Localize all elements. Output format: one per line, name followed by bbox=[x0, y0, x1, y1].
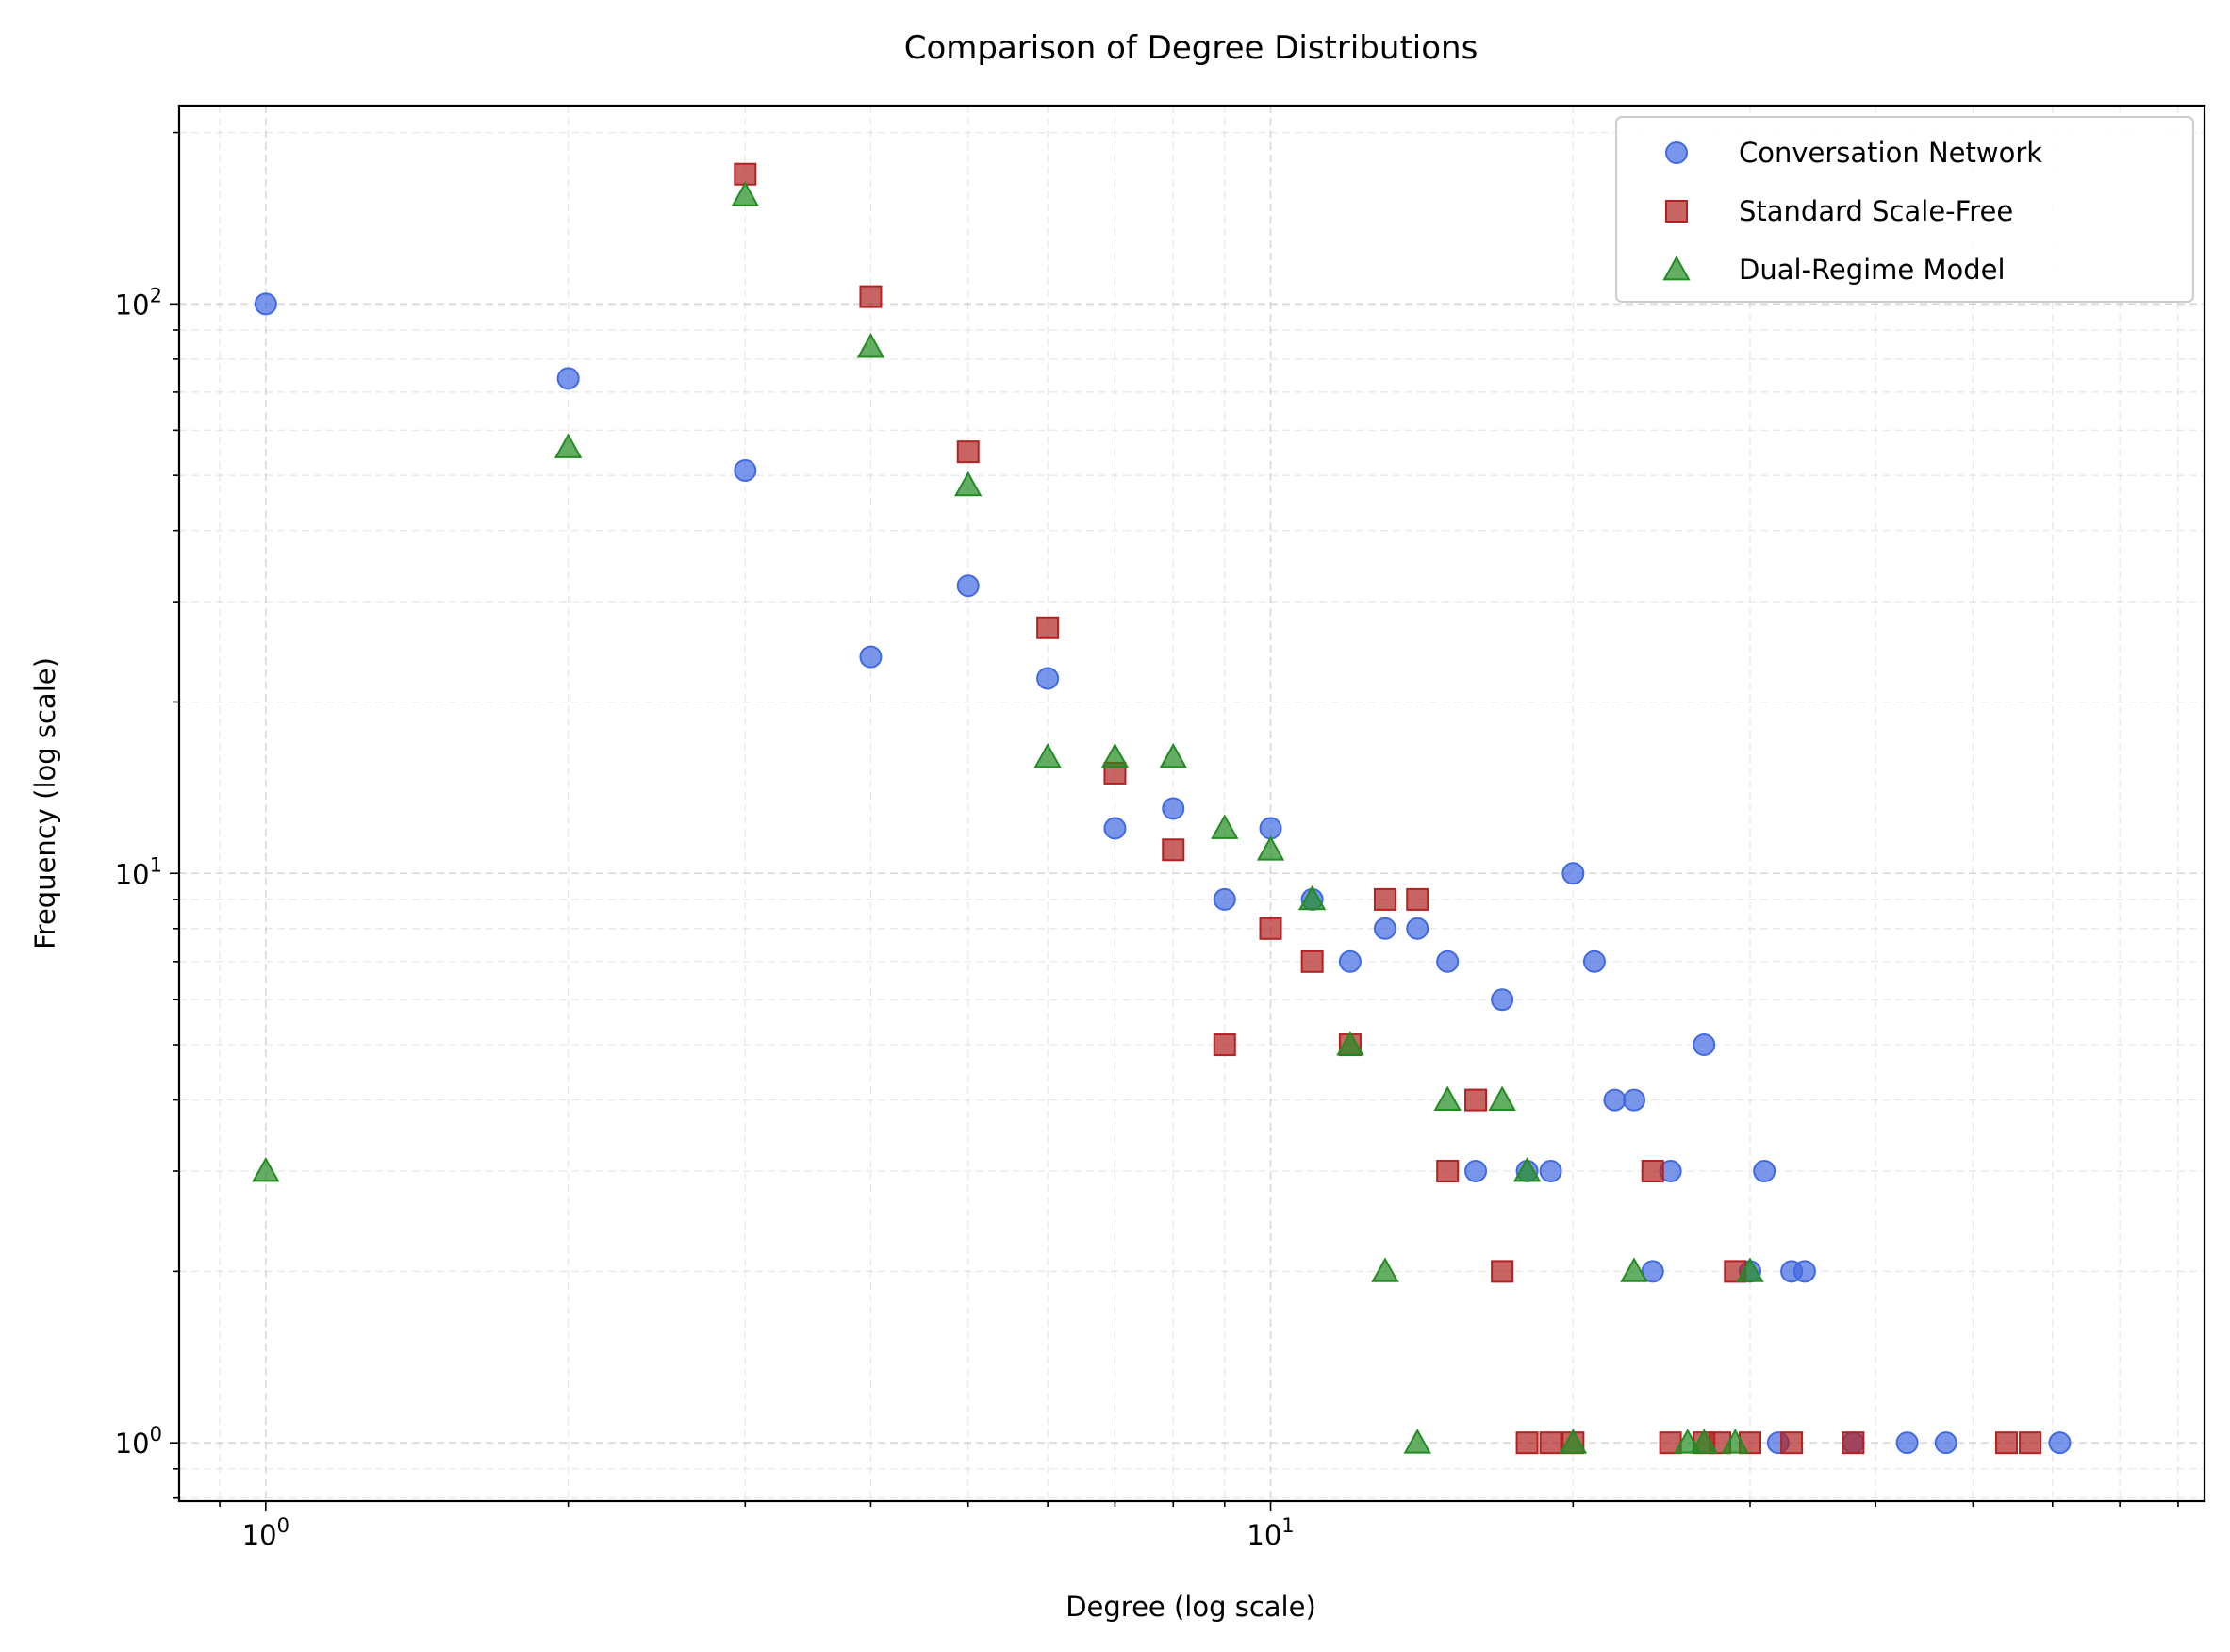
data-point-triangle bbox=[1159, 742, 1187, 768]
y-ticks: 100 101 102 bbox=[115, 131, 179, 1499]
data-point-triangle bbox=[1559, 1429, 1588, 1454]
data-point-circle bbox=[1582, 950, 1606, 973]
x-axis-label: Degree (log scale) bbox=[1065, 1591, 1316, 1623]
data-point-square bbox=[1406, 887, 1429, 911]
data-point-circle bbox=[1162, 797, 1185, 820]
plot-frame bbox=[177, 104, 2206, 1503]
y-axis-label: Frequency (log scale) bbox=[29, 657, 61, 950]
legend-label: Standard Scale-Free bbox=[1739, 195, 2013, 227]
data-point-circle bbox=[1259, 817, 1282, 840]
data-point-circle bbox=[1436, 950, 1460, 973]
data-point-circle bbox=[1895, 1431, 1919, 1455]
legend-marker-circle bbox=[1665, 141, 1688, 164]
data-point-circle bbox=[1036, 667, 1060, 690]
data-point-circle bbox=[734, 458, 757, 482]
y-tick-label: 101 bbox=[115, 853, 162, 890]
data-point-square bbox=[1300, 950, 1324, 973]
data-point-square bbox=[1515, 1431, 1539, 1455]
data-point-triangle bbox=[1100, 742, 1130, 768]
data-point-triangle bbox=[954, 471, 983, 497]
data-point-triangle bbox=[1488, 1085, 1516, 1111]
data-point-triangle bbox=[1736, 1257, 1764, 1282]
data-point-circle bbox=[1792, 1260, 1816, 1283]
data-point-circle bbox=[956, 574, 980, 598]
data-point-triangle bbox=[252, 1156, 280, 1182]
data-point-square bbox=[1539, 1431, 1562, 1455]
data-points bbox=[252, 162, 2072, 1455]
legend-label: Dual-Regime Model bbox=[1739, 254, 2006, 286]
data-point-square bbox=[1464, 1088, 1488, 1112]
data-point-circle bbox=[254, 292, 277, 316]
legend-box bbox=[1615, 116, 2194, 303]
data-point-triangle bbox=[553, 433, 583, 458]
chart-title: Comparison of Degree Distributions bbox=[904, 29, 1478, 67]
data-point-triangle bbox=[856, 333, 885, 358]
data-point-square bbox=[1213, 1033, 1236, 1057]
data-point-triangle bbox=[1211, 814, 1239, 839]
data-point-circle bbox=[1373, 917, 1396, 940]
data-point-circle bbox=[2048, 1431, 2072, 1455]
data-point-circle bbox=[1561, 862, 1585, 885]
data-point-square bbox=[1641, 1160, 1664, 1183]
series-triangle bbox=[252, 181, 1764, 1454]
data-point-square bbox=[859, 285, 883, 308]
data-point-circle bbox=[1213, 887, 1236, 911]
data-point-triangle bbox=[1033, 742, 1062, 768]
data-point-circle bbox=[1406, 917, 1429, 940]
data-point-square bbox=[1491, 1260, 1514, 1283]
data-point-square bbox=[1995, 1431, 2019, 1455]
data-point-triangle bbox=[731, 181, 760, 206]
data-point-triangle bbox=[1256, 835, 1285, 861]
data-point-circle bbox=[1623, 1088, 1646, 1112]
data-point-square bbox=[1036, 616, 1060, 639]
data-point-square bbox=[1842, 1431, 1865, 1455]
legend-marker-square bbox=[1665, 200, 1688, 223]
y-tick-label: 100 bbox=[115, 1423, 162, 1460]
data-point-triangle bbox=[1674, 1429, 1702, 1454]
legend: Conversation Network Standard Scale-Free D… bbox=[1615, 116, 2194, 303]
data-point-circle bbox=[1753, 1160, 1776, 1183]
data-point-triangle bbox=[1403, 1429, 1431, 1454]
data-point-square bbox=[956, 440, 980, 464]
data-point-square bbox=[1259, 917, 1282, 940]
data-point-square bbox=[1162, 838, 1185, 862]
data-point-circle bbox=[1338, 950, 1362, 973]
data-point-circle bbox=[1693, 1033, 1716, 1057]
series-circle bbox=[254, 292, 2072, 1455]
data-point-circle bbox=[1934, 1431, 1957, 1455]
grid bbox=[179, 106, 2205, 1501]
legend-marker-triangle bbox=[1662, 255, 1691, 281]
data-point-triangle bbox=[1512, 1156, 1542, 1182]
x-tick-label: 101 bbox=[1247, 1514, 1294, 1551]
data-point-circle bbox=[1641, 1260, 1664, 1283]
data-point-triangle bbox=[1297, 884, 1327, 911]
data-point-triangle bbox=[1690, 1429, 1718, 1454]
data-point-circle bbox=[556, 367, 580, 390]
data-point-square bbox=[1780, 1431, 1804, 1455]
data-point-triangle bbox=[1721, 1429, 1750, 1454]
data-point-circle bbox=[859, 645, 883, 669]
data-point-square bbox=[2019, 1431, 2042, 1455]
data-point-circle bbox=[1464, 1160, 1488, 1183]
data-point-circle bbox=[1103, 817, 1127, 840]
data-point-circle bbox=[1603, 1088, 1627, 1112]
data-point-circle bbox=[1539, 1160, 1562, 1183]
data-point-triangle bbox=[1336, 1030, 1364, 1056]
x-tick-label: 100 bbox=[242, 1514, 289, 1551]
data-point-triangle bbox=[1620, 1257, 1648, 1282]
data-point-triangle bbox=[1433, 1085, 1462, 1111]
data-point-square bbox=[1373, 887, 1396, 911]
data-point-triangle bbox=[1371, 1257, 1399, 1282]
data-point-square bbox=[1436, 1160, 1460, 1183]
legend-label: Conversation Network bbox=[1739, 137, 2042, 169]
y-tick-label: 102 bbox=[115, 284, 162, 321]
data-point-circle bbox=[1491, 988, 1514, 1012]
